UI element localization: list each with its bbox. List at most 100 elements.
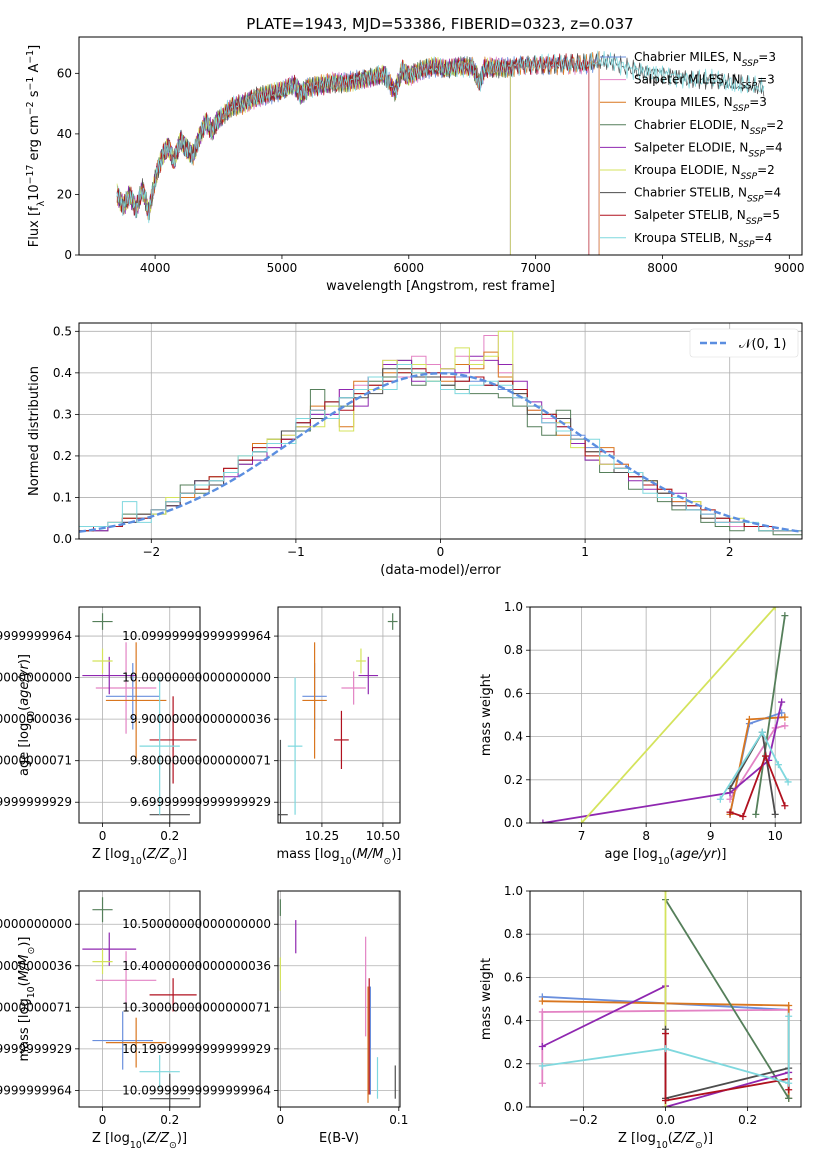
weight-line	[729, 753, 786, 818]
y-tick-label: 9.69999999999999929	[0, 795, 72, 809]
x-tick-label: −0.2	[569, 1113, 598, 1127]
weight-line	[754, 615, 786, 815]
y-tick-label: 40	[57, 127, 72, 141]
x-tick-label: 6000	[394, 261, 425, 275]
y-axis-label: Normed distribution	[27, 366, 42, 496]
y-axis-label: Flux [fλ10−17 erg cm−2 s−1 A−1]	[25, 45, 47, 247]
y-tick-label: 0.4	[504, 730, 523, 744]
weight-marker	[538, 1043, 546, 1051]
plot-frame	[277, 606, 401, 824]
x-tick-label: 7	[578, 829, 586, 843]
x-tick-label: 0	[277, 1113, 285, 1127]
plot-marks	[538, 891, 793, 1107]
weight-marker	[785, 1086, 793, 1094]
y-tick-label: 10.19999999999999929	[0, 1042, 72, 1056]
plot-marks	[116, 50, 765, 255]
y-tick-label: 60	[57, 66, 72, 80]
chart-mass_vs_Z: 0 0.2 10.09999999999999964 10.1999999999999…	[0, 890, 201, 1151]
plot-frame	[78, 36, 803, 256]
y-tick-label: 0.6	[504, 970, 523, 984]
spectrum-legend: Chabrier MILES, NSSP=3 Salpeter MILES, NS…	[600, 50, 784, 250]
plot-frame	[529, 890, 802, 1108]
weight-marker	[752, 810, 760, 818]
plot-frame	[277, 890, 401, 1108]
weight-marker	[739, 813, 747, 821]
chart-age_vs_Z: 0 0.2 9.69999999999999929 9.800000000000000…	[0, 606, 201, 867]
y-tick-label: 0.1	[53, 490, 72, 504]
plot-marks	[279, 899, 396, 1103]
chart-weight_vs_Z: −0.2 0.0 0.2 0.0 0.2 0.4 0.6 0.8 1.0 Z [log10(Z/Z…	[479, 884, 802, 1151]
x-axis-label: mass [log10(M/M⊙)]	[277, 847, 402, 867]
y-tick-label: 10.30000000000000071	[0, 1000, 72, 1014]
y-tick-label: 10.50000000000000000	[0, 917, 72, 931]
legend-box	[689, 328, 799, 358]
y-tick-label: 9.80000000000000071	[130, 754, 271, 768]
y-tick-label: 0.4	[53, 366, 72, 380]
legend-label: 𝒩(0, 1)	[739, 337, 786, 352]
y-tick-label: 10.00000000000000000	[0, 671, 72, 685]
y-tick-label: 20	[57, 187, 72, 201]
x-tick-label: −1	[287, 545, 305, 559]
spectrum-line	[116, 50, 765, 224]
plot-area	[278, 891, 400, 1107]
chart-mass_vs_EBV: 0 0.1 10.09999999999999964 10.1999999999999…	[122, 890, 408, 1146]
weight-marker	[538, 997, 546, 1005]
y-tick-label: 10.30000000000000071	[122, 1000, 271, 1014]
y-tick-label: 0.2	[504, 773, 523, 787]
y-tick-label: 10.19999999999999929	[122, 1042, 271, 1056]
legend-label: Chabrier MILES, NSSP=3	[634, 50, 776, 69]
weight-line	[542, 1016, 790, 1085]
plot-area	[79, 607, 200, 823]
x-tick-label: 9000	[774, 261, 805, 275]
y-tick-label: 10.00000000000000000	[122, 671, 271, 685]
weight-marker	[538, 1079, 546, 1087]
x-tick-label: 4000	[140, 261, 171, 275]
y-tick-label: 10.09999999999999964	[0, 629, 72, 643]
x-tick-label: 0.2	[738, 1113, 757, 1127]
y-tick-label: 10.40000000000000036	[0, 959, 72, 973]
x-axis-label: (data-model)/error	[380, 563, 501, 578]
weight-marker	[578, 819, 586, 823]
weight-line	[664, 899, 790, 1099]
x-tick-label: 10.25	[305, 829, 339, 843]
plot-frame	[78, 606, 201, 824]
normal-curve	[79, 372, 802, 533]
x-tick-label: 8	[642, 829, 650, 843]
weight-marker	[662, 1030, 669, 1038]
y-tick-label: 10.09999999999999964	[122, 1083, 271, 1097]
x-tick-label: 0	[99, 1113, 107, 1127]
weight-marker	[539, 819, 547, 823]
y-axis-label: mass [log10(M/M⊙)]	[17, 937, 37, 1062]
y-tick-label: 0	[64, 248, 72, 262]
y-tick-label: 9.90000000000000036	[0, 712, 72, 726]
y-tick-label: 0.8	[504, 643, 523, 657]
x-tick-label: −2	[142, 545, 160, 559]
weight-line	[542, 701, 783, 823]
weight-marker	[778, 698, 786, 706]
weight-marker	[781, 802, 789, 810]
x-axis-label: E(B-V)	[319, 1131, 359, 1146]
x-tick-label: 5000	[267, 261, 298, 275]
plot-marks	[539, 607, 792, 823]
legend-label: Kroupa STELIB, NSSP=4	[634, 231, 772, 250]
weight-marker	[784, 778, 792, 786]
legend-label: Salpeter MILES, NSSP=3	[634, 73, 775, 92]
y-tick-label: 9.69999999999999929	[130, 795, 271, 809]
weight-marker	[785, 1094, 793, 1102]
x-tick-label: 0	[99, 829, 107, 843]
figure-title: PLATE=1943, MJD=53386, FIBERID=0323, z=0…	[246, 15, 633, 33]
chart-age_vs_mass: 10.25 10.50 9.69999999999999929 9.800000000…	[122, 606, 402, 867]
x-tick-label: 0.0	[656, 1113, 675, 1127]
x-tick-label: 10.50	[366, 829, 400, 843]
x-tick-label: 0	[437, 545, 445, 559]
x-tick-label: 0.2	[160, 1113, 179, 1127]
legend-label: Chabrier ELODIE, NSSP=2	[634, 118, 784, 137]
weight-marker	[538, 1062, 546, 1070]
y-tick-label: 0.2	[53, 449, 72, 463]
weight-marker	[785, 1079, 793, 1087]
x-tick-label: 10	[768, 829, 783, 843]
weight-line	[719, 730, 789, 800]
plot-area	[530, 607, 801, 823]
spectrum-line	[116, 53, 765, 216]
chart-spectrum: 4000 5000 6000 7000 8000 9000 0 20 40 60 wavelengt…	[25, 36, 805, 294]
